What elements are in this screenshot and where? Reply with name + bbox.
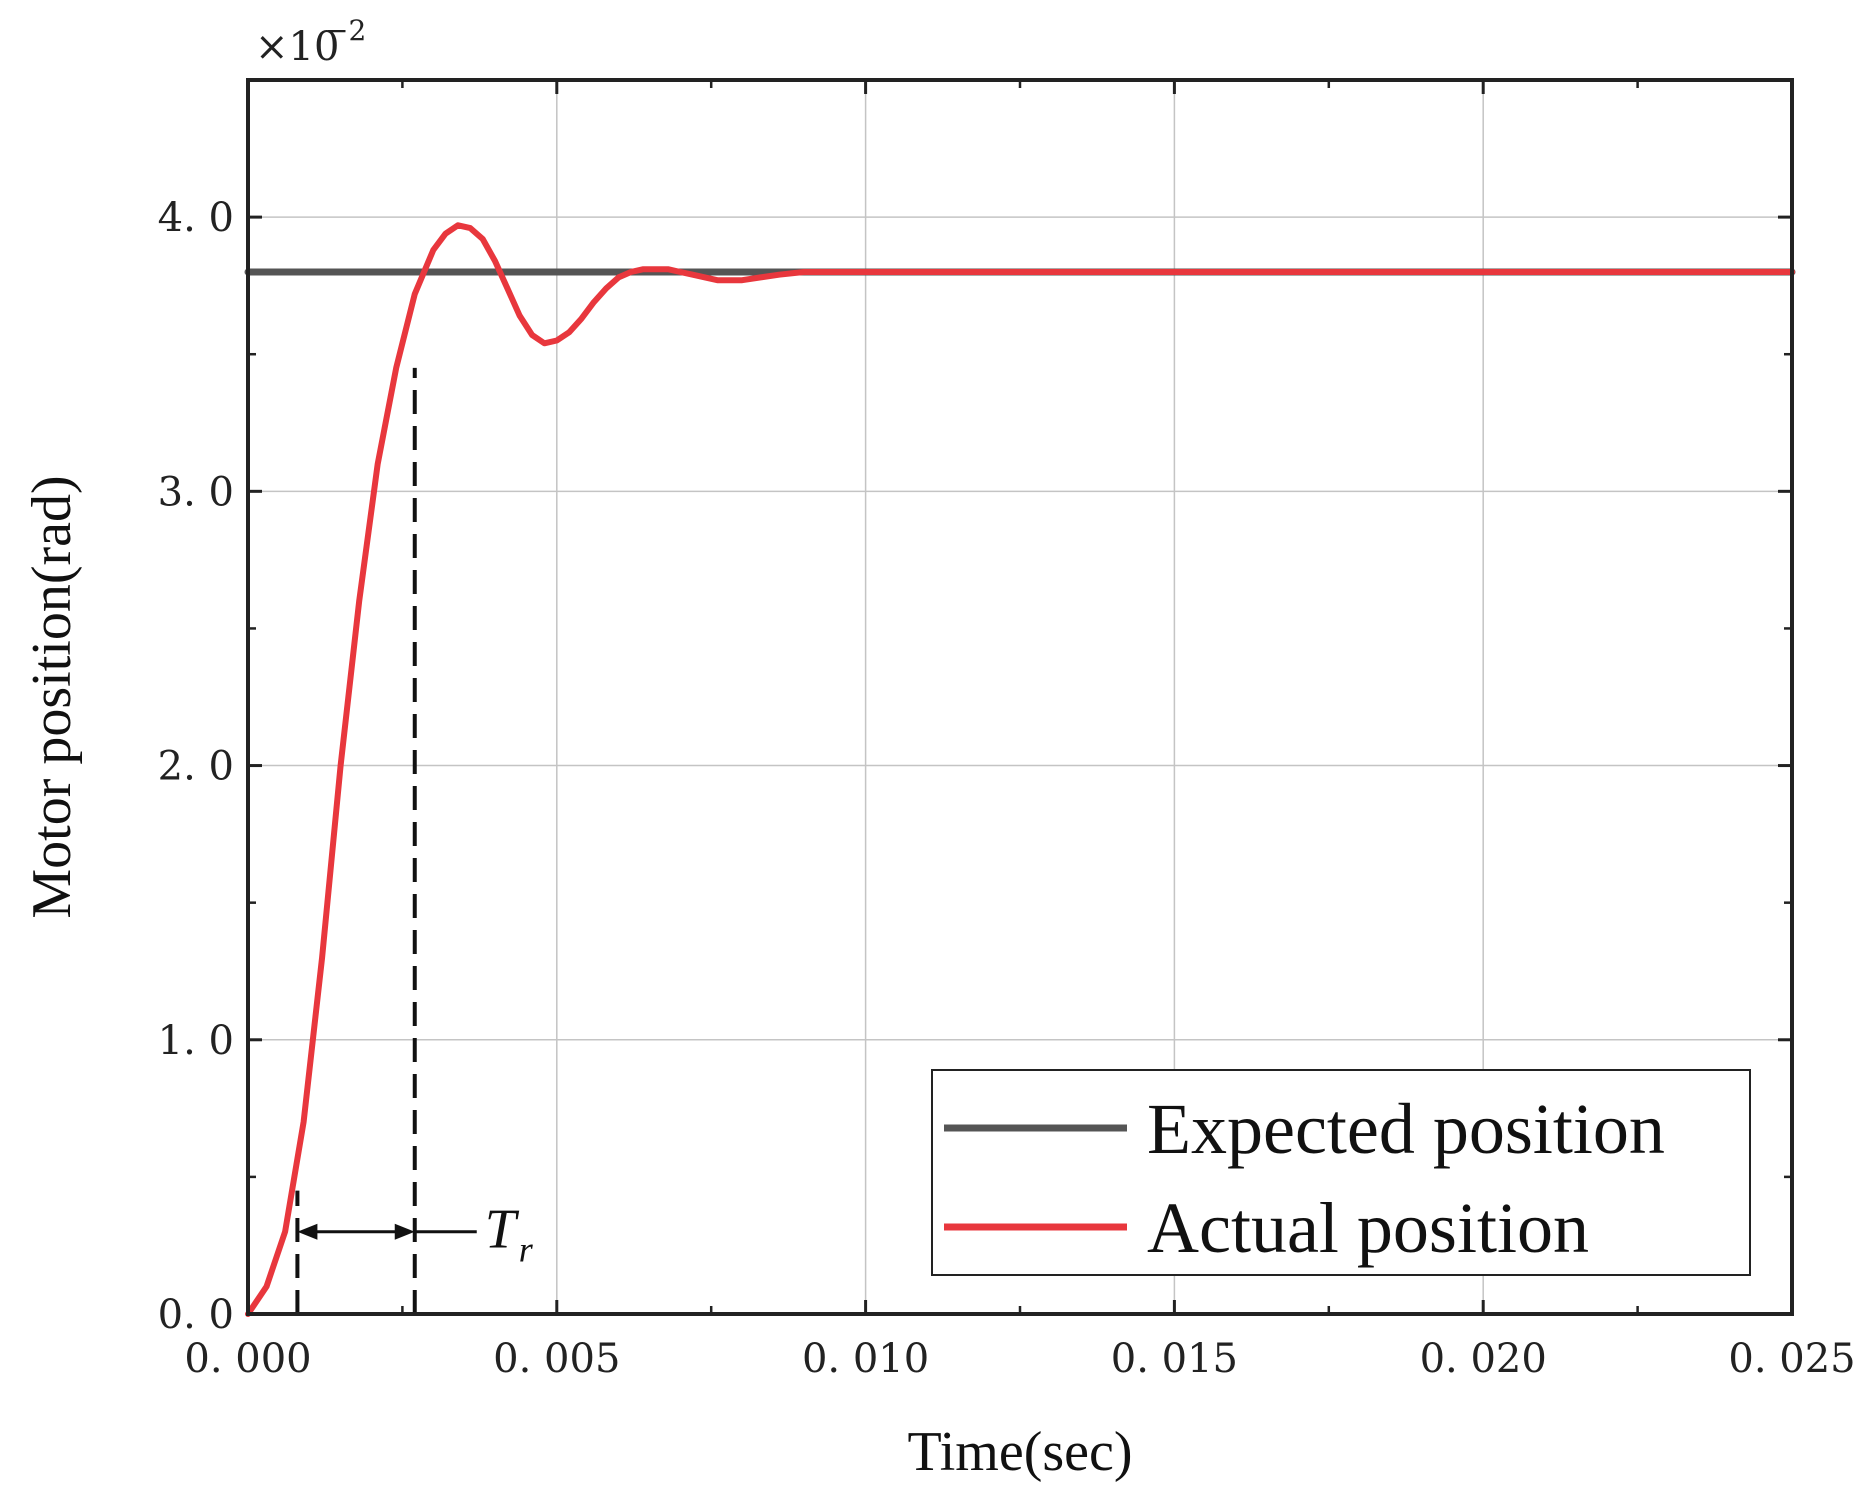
y-tick-label: 0. 0 bbox=[158, 1292, 234, 1338]
x-tick-label: 0. 010 bbox=[802, 1336, 929, 1382]
y-tick-label: 4. 0 bbox=[158, 195, 234, 241]
rise-time-label: T bbox=[485, 1199, 520, 1261]
x-tick-label: 0. 015 bbox=[1111, 1336, 1238, 1382]
grid bbox=[248, 80, 1792, 1314]
legend-label-actual: Actual position bbox=[1147, 1188, 1589, 1268]
series-layer bbox=[244, 222, 1796, 1317]
axis-ticks: 0. 000 0. 005 0. 010 0. 015 0. 020 0. 025 0. 0… bbox=[158, 80, 1856, 1382]
y-tick-label: 3. 0 bbox=[158, 469, 234, 515]
x-tick-label: 0. 025 bbox=[1728, 1336, 1855, 1382]
y-scale-exponent: −2 bbox=[325, 14, 366, 47]
x-tick-label: 0. 005 bbox=[493, 1336, 620, 1382]
rise-time-arrowhead-left bbox=[297, 1223, 318, 1240]
plot-frame bbox=[246, 78, 1794, 1316]
legend: Expected position Actual position bbox=[931, 1069, 1751, 1276]
y-tick-label: 1. 0 bbox=[158, 1018, 234, 1064]
legend-label-expected: Expected position bbox=[1147, 1089, 1665, 1169]
x-axis-title: Time(sec) bbox=[907, 1421, 1132, 1483]
x-tick-label: 0. 000 bbox=[184, 1336, 311, 1382]
y-tick-label: 2. 0 bbox=[158, 744, 234, 790]
rise-time-label-subscript: r bbox=[519, 1230, 534, 1270]
x-tick-label: 0. 020 bbox=[1420, 1336, 1547, 1382]
rise-time-arrowhead-right bbox=[394, 1223, 415, 1240]
legend-box bbox=[931, 1069, 1751, 1276]
y-scale-multiplier: ×10 bbox=[255, 24, 339, 70]
y-axis-title: Motor position(rad) bbox=[21, 475, 83, 918]
series-actual-position bbox=[245, 222, 1795, 1317]
